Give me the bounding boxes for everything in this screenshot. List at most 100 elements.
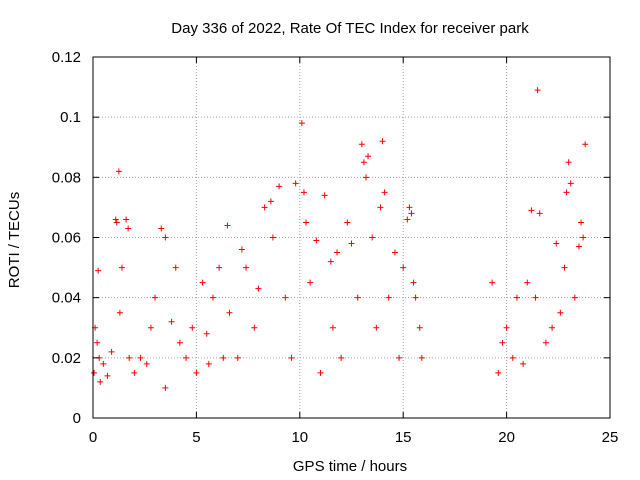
data-point (298, 120, 305, 127)
data-point (104, 372, 111, 379)
data-point (126, 354, 133, 361)
data-point (317, 369, 324, 376)
y-axis-label: ROTI / TECUs (6, 192, 23, 288)
data-point (404, 216, 411, 223)
data-point (329, 324, 336, 331)
data-point (369, 234, 376, 241)
data-point (108, 348, 115, 355)
data-point (358, 141, 365, 148)
data-point (578, 219, 585, 226)
data-point (580, 234, 587, 241)
data-point (334, 249, 341, 256)
data-point (243, 264, 250, 271)
data-point (255, 285, 262, 292)
data-point (300, 189, 307, 196)
data-point (362, 174, 369, 181)
data-point (226, 309, 233, 316)
data-point (509, 354, 516, 361)
data-point (360, 159, 367, 166)
data-point (267, 198, 274, 205)
y-tick-label: 0.08 (52, 169, 81, 186)
data-point (571, 294, 578, 301)
data-point (557, 309, 564, 316)
data-point (410, 279, 417, 286)
data-point (97, 378, 104, 385)
data-point (321, 192, 328, 199)
y-tick-label: 0.02 (52, 350, 81, 367)
data-point (553, 240, 560, 247)
data-point (205, 360, 212, 367)
data-point (379, 138, 386, 145)
data-point (168, 318, 175, 325)
data-point (524, 279, 531, 286)
data-point (123, 216, 130, 223)
data-point (542, 339, 549, 346)
data-point (373, 324, 380, 331)
y-tick-label: 0 (73, 410, 81, 427)
data-point (348, 240, 355, 247)
data-point (113, 219, 120, 226)
data-point (276, 183, 283, 190)
data-point (532, 294, 539, 301)
data-point (503, 324, 510, 331)
data-point (499, 339, 506, 346)
data-point (176, 339, 183, 346)
chart-title: Day 336 of 2022, Rate Of TEC Index for r… (171, 20, 529, 37)
data-point (391, 249, 398, 256)
data-point (495, 369, 502, 376)
data-point (116, 309, 123, 316)
data-points (91, 87, 589, 391)
data-point (385, 294, 392, 301)
data-point (118, 264, 125, 271)
data-point (536, 210, 543, 217)
data-point (549, 324, 556, 331)
data-point (137, 354, 144, 361)
data-point (282, 294, 289, 301)
data-point (567, 180, 574, 187)
y-tick-label: 0.1 (60, 109, 81, 126)
x-axis-label: GPS time / hours (293, 458, 407, 475)
data-point (209, 294, 216, 301)
data-point (418, 354, 425, 361)
data-point (131, 369, 138, 376)
data-point (203, 330, 210, 337)
data-point (327, 258, 334, 265)
data-point (94, 339, 101, 346)
data-point (216, 264, 223, 271)
data-point (565, 159, 572, 166)
data-point (147, 324, 154, 331)
data-point (513, 294, 520, 301)
data-point (234, 354, 241, 361)
data-point (199, 279, 206, 286)
data-point (183, 354, 190, 361)
data-point (193, 369, 200, 376)
data-point (251, 324, 258, 331)
data-point (416, 324, 423, 331)
data-point (365, 153, 372, 160)
data-point (575, 243, 582, 250)
data-point (408, 210, 415, 217)
data-point (115, 168, 122, 175)
x-tick-label: 10 (291, 429, 308, 446)
data-point (406, 204, 413, 211)
data-point (377, 204, 384, 211)
data-point (344, 219, 351, 226)
data-point (381, 189, 388, 196)
data-point (489, 279, 496, 286)
x-tick-label: 15 (395, 429, 412, 446)
data-point (100, 360, 107, 367)
axes: 0 5 10 15 20 25 0 0.02 0.04 0.06 0.08 0.1 0.12 (52, 49, 619, 446)
data-point (91, 369, 98, 376)
data-point (303, 219, 310, 226)
data-point (172, 264, 179, 271)
data-point (412, 294, 419, 301)
data-point (220, 354, 227, 361)
data-point (396, 354, 403, 361)
data-point (528, 207, 535, 214)
data-point (520, 360, 527, 367)
y-tick-label: 0.12 (52, 49, 81, 66)
x-tick-label: 0 (89, 429, 97, 446)
data-point (534, 87, 541, 94)
data-point (125, 225, 132, 232)
